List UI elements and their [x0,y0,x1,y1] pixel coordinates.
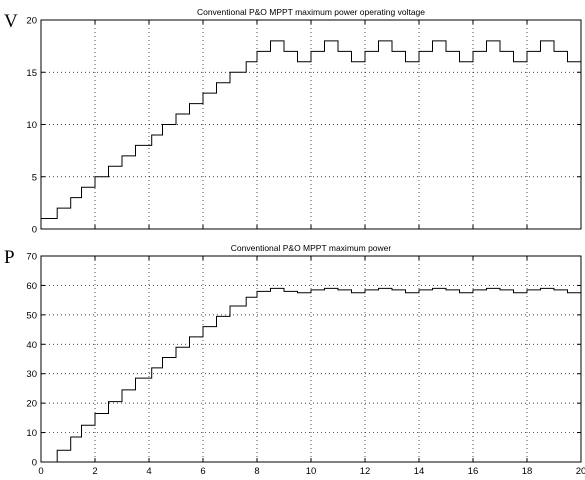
voltage-y-tick-label-0: 0 [32,225,37,236]
power-y-tick-label-6: 60 [26,281,37,292]
power-x-tick-label-8: 16 [468,466,479,477]
power-x-tick-label-7: 14 [414,466,425,477]
power-y-tick-label-2: 20 [26,399,37,410]
power-x-tick-label-10: 20 [576,466,585,477]
power-x-tick-label-6: 12 [360,466,371,477]
power-y-axis-label: P [4,247,15,268]
power-y-tick-label-4: 40 [26,340,37,351]
power-x-tick-label-0: 0 [38,466,43,477]
power-y-tick-label-7: 70 [26,252,37,263]
voltage-y-tick-label-1: 5 [32,172,37,183]
voltage-y-tick-label-4: 20 [26,16,37,27]
power-series-line [41,287,581,463]
voltage-y-axis-label: V [4,11,18,32]
voltage-chart: Conventional P&O MPPT maximum power oper… [4,7,582,236]
power-x-tick-label-9: 18 [522,466,533,477]
voltage-y-tick-label-2: 10 [26,120,37,131]
power-y-tick-label-0: 0 [32,458,37,469]
power-x-tick-label-5: 10 [306,466,317,477]
power-x-tick-label-3: 6 [200,466,205,477]
power-chart-title: Conventional P&O MPPT maximum power [231,243,392,253]
voltage-series-line [41,40,581,220]
power-x-tick-label-1: 2 [92,466,97,477]
power-y-tick-label-3: 30 [26,369,37,380]
power-x-tick-label-2: 4 [146,466,151,477]
power-x-tick-label-4: 8 [254,466,259,477]
voltage-chart-title: Conventional P&O MPPT maximum power oper… [197,7,425,17]
power-y-tick-label-5: 50 [26,310,37,321]
voltage-y-tick-label-3: 15 [26,68,37,79]
power-chart: Conventional P&O MPPT maximum power P 0 2… [4,243,585,477]
power-y-tick-label-1: 10 [26,428,37,439]
power-plot-frame [40,255,582,463]
